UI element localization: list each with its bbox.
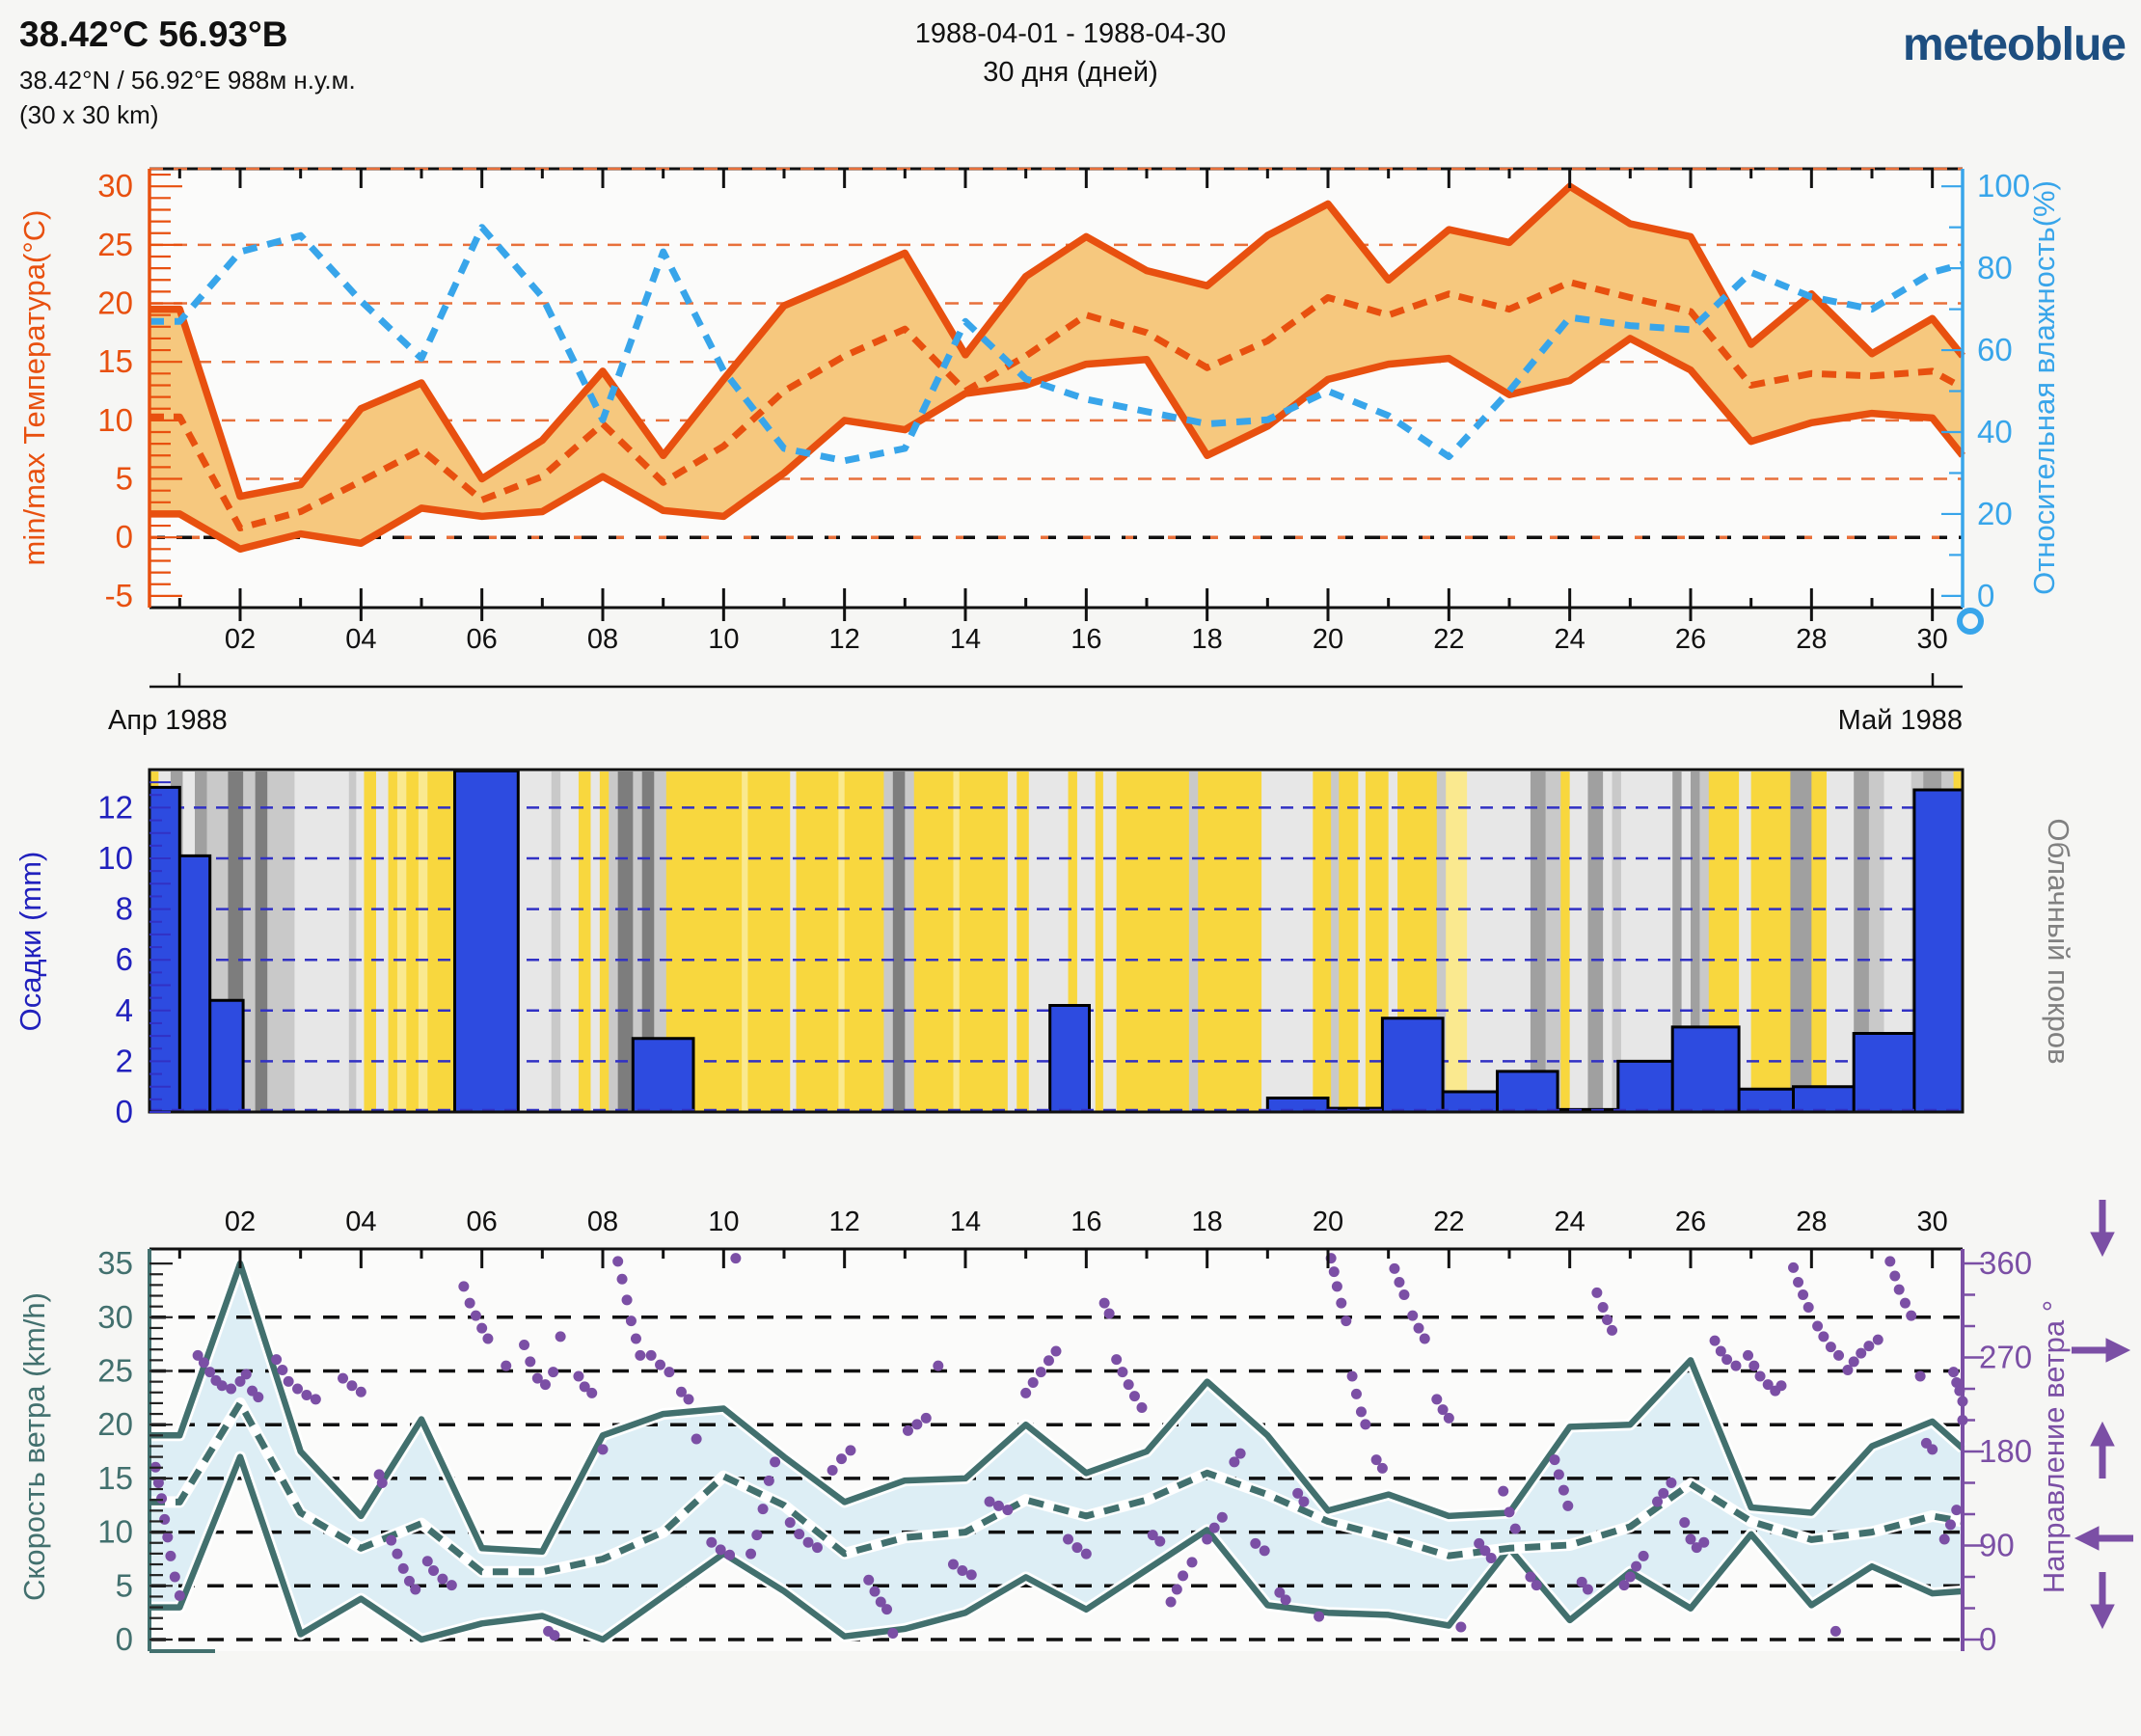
day-tick-label: 20 bbox=[1313, 1207, 1343, 1237]
day-tick-label: 06 bbox=[467, 1207, 498, 1237]
svg-text:0: 0 bbox=[1977, 578, 1994, 613]
svg-text:2: 2 bbox=[116, 1043, 133, 1078]
svg-text:0: 0 bbox=[1979, 1621, 1996, 1657]
day-count: 30 дня (дней) bbox=[983, 57, 1158, 88]
svg-text:15: 15 bbox=[97, 343, 133, 379]
day-tick-label: 14 bbox=[950, 1207, 981, 1237]
day-tick-label: 26 bbox=[1675, 1207, 1706, 1237]
day-tick-label: 18 bbox=[1192, 1207, 1223, 1237]
svg-text:60: 60 bbox=[1977, 332, 2013, 367]
svg-text:15: 15 bbox=[97, 1460, 133, 1496]
day-tick-label: 18 bbox=[1192, 624, 1223, 655]
svg-text:8: 8 bbox=[116, 891, 133, 927]
svg-text:10: 10 bbox=[97, 1514, 133, 1550]
day-tick-label: 02 bbox=[225, 624, 256, 655]
day-tick-label: 14 bbox=[950, 624, 981, 655]
svg-text:180: 180 bbox=[1979, 1433, 2032, 1469]
month-start-label: Апр 1988 bbox=[108, 705, 228, 736]
wind-chart: 0 5 10 15 20 25 30 35 0 90 180 270 360 02 04 06 08 10 12 14… bbox=[97, 1200, 2133, 1657]
cloudcover-axis-title: Облачный покров bbox=[2042, 818, 2075, 1064]
month-axis: Апр 1988 Май 1988 bbox=[108, 673, 1963, 736]
svg-text:10: 10 bbox=[97, 840, 133, 876]
precipitation-cloudcover-chart: 0 2 4 6 8 10 12 bbox=[97, 768, 1965, 1129]
precipitation-axis-title: Осадки (mm) bbox=[14, 852, 47, 1032]
svg-text:25: 25 bbox=[97, 227, 133, 262]
day-tick-label: 22 bbox=[1433, 624, 1464, 655]
svg-text:0: 0 bbox=[116, 1094, 133, 1129]
svg-text:30: 30 bbox=[97, 168, 133, 203]
windspeed-axis-title: Скорость ветра (km/h) bbox=[17, 1292, 51, 1601]
month-end-label: Май 1988 bbox=[1838, 705, 1963, 736]
location-subtitle: 38.42°N / 56.92°E 988м н.у.м. bbox=[19, 66, 356, 95]
day-tick-label: 08 bbox=[587, 624, 618, 655]
svg-text:360: 360 bbox=[1979, 1245, 2032, 1281]
winddirection-axis-title: Направление ветра ° bbox=[2037, 1300, 2071, 1593]
day-tick-label: 12 bbox=[829, 624, 860, 655]
day-tick-label: 20 bbox=[1313, 624, 1343, 655]
day-tick-label: 16 bbox=[1070, 1207, 1101, 1237]
day-tick-label: 22 bbox=[1433, 1207, 1464, 1237]
svg-text:270: 270 bbox=[1979, 1340, 2032, 1375]
humidity-axis-title: Относительная влажность(%) bbox=[2027, 180, 2061, 595]
svg-text:20: 20 bbox=[97, 1406, 133, 1442]
day-tick-label: 30 bbox=[1917, 624, 1948, 655]
svg-text:35: 35 bbox=[97, 1245, 133, 1281]
svg-text:25: 25 bbox=[97, 1353, 133, 1389]
wind-direction-arrow-up bbox=[2090, 1421, 2115, 1478]
svg-text:10: 10 bbox=[97, 402, 133, 438]
day-tick-label: 08 bbox=[587, 1207, 618, 1237]
day-tick-label: 10 bbox=[708, 1207, 739, 1237]
svg-text:40: 40 bbox=[1977, 414, 2013, 449]
svg-text:80: 80 bbox=[1977, 250, 2013, 285]
date-range: 1988-04-01 - 1988-04-30 bbox=[915, 18, 1226, 49]
day-tick-label: 28 bbox=[1796, 624, 1827, 655]
day-tick-label: 12 bbox=[829, 1207, 860, 1237]
temperature-axis-title: min/max Температура(°C) bbox=[17, 210, 51, 566]
svg-text:4: 4 bbox=[116, 992, 133, 1028]
temperature-humidity-chart: -5 0 5 10 15 20 25 30 0 20 40 60 80 100 02 04 06 08 10 12 14… bbox=[97, 167, 2030, 655]
day-tick-label: 24 bbox=[1555, 624, 1585, 655]
svg-text:30: 30 bbox=[97, 1299, 133, 1335]
svg-text:-5: -5 bbox=[105, 578, 133, 613]
day-tick-label: 04 bbox=[345, 624, 376, 655]
svg-text:0: 0 bbox=[116, 519, 133, 555]
day-tick-label: 28 bbox=[1796, 1207, 1827, 1237]
svg-text:6: 6 bbox=[116, 941, 133, 977]
day-tick-label: 16 bbox=[1070, 624, 1101, 655]
day-tick-label: 24 bbox=[1555, 1207, 1585, 1237]
wind-direction-arrow-left bbox=[2073, 1526, 2133, 1551]
svg-text:5: 5 bbox=[116, 461, 133, 497]
day-tick-label: 10 bbox=[708, 624, 739, 655]
svg-text:5: 5 bbox=[116, 1567, 133, 1603]
svg-text:20: 20 bbox=[1977, 496, 2013, 531]
svg-text:20: 20 bbox=[97, 285, 133, 321]
wind-direction-arrow-down bbox=[2090, 1572, 2115, 1630]
day-tick-label: 04 bbox=[345, 1207, 376, 1237]
day-tick-label: 02 bbox=[225, 1207, 256, 1237]
svg-text:100: 100 bbox=[1977, 168, 2030, 203]
day-tick-label: 06 bbox=[467, 624, 498, 655]
wind-direction-arrow-down bbox=[2090, 1200, 2115, 1258]
day-tick-label: 30 bbox=[1917, 1207, 1948, 1237]
location-coordinates-title: 38.42°C 56.93°B bbox=[19, 14, 288, 54]
svg-text:90: 90 bbox=[1979, 1528, 2015, 1563]
svg-text:0: 0 bbox=[116, 1621, 133, 1657]
day-tick-label: 26 bbox=[1675, 624, 1706, 655]
svg-text:12: 12 bbox=[97, 789, 133, 825]
meteoblue-logo: meteoblue bbox=[1903, 19, 2126, 70]
grid-resolution: (30 x 30 km) bbox=[19, 100, 159, 129]
wind-direction-arrow-right bbox=[2072, 1338, 2131, 1363]
